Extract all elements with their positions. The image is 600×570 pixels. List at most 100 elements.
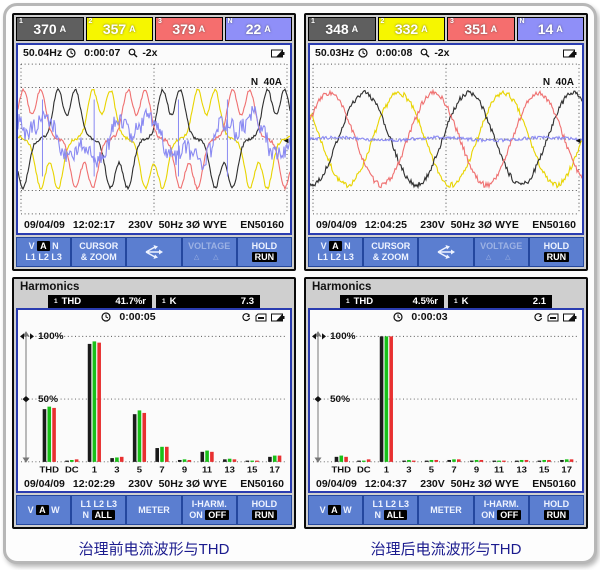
softkey-hold-run[interactable]: HOLD RUN xyxy=(529,238,584,266)
reading-unit: A xyxy=(351,24,359,34)
channel-id: 3 xyxy=(450,18,454,25)
current-readings: 1 348 A 2 332 A 3 351 A N 14 A xyxy=(308,17,584,41)
x-axis-label: 9 xyxy=(474,465,479,474)
elapsed-timer: 0:00:05 xyxy=(119,311,156,323)
softkey-meter[interactable]: METER xyxy=(127,496,181,524)
memory-card-icon xyxy=(255,313,267,321)
config-value: 230V 50Hz 3Ø WYE xyxy=(128,219,227,231)
softkey-meter[interactable]: METER xyxy=(419,496,473,524)
softkey-label: METER xyxy=(430,504,462,515)
time-value: 12:04:25 xyxy=(364,219,407,231)
x-axis-label: 15 xyxy=(247,465,258,474)
softkey-label: HOLD xyxy=(543,241,570,251)
config-value: 230V 50Hz 3Ø WYE xyxy=(128,477,227,490)
x-axis-label: 1 xyxy=(92,465,97,474)
softkey-phase-select[interactable]: L1 L2 L3 N ALL xyxy=(72,496,126,524)
bar-5-L1 xyxy=(424,460,429,462)
cursor-diamond xyxy=(314,396,322,403)
kfactor-label: K xyxy=(461,296,469,307)
softkey-iharm[interactable]: I-HARM. ON OFF xyxy=(474,496,528,524)
softkey-nav[interactable] xyxy=(127,238,181,266)
softkey-hold-run[interactable]: HOLD RUN xyxy=(237,496,292,524)
bar-5-L3 xyxy=(142,412,147,462)
bar-3-L3 xyxy=(411,460,416,462)
softkey-vaw[interactable]: V A W xyxy=(17,496,71,524)
softkey-label: V xyxy=(28,241,35,251)
softkey-hold-run[interactable]: HOLD RUN xyxy=(529,496,584,524)
bar-17-L3 xyxy=(277,455,282,462)
softkey-label: V xyxy=(320,241,327,251)
standard-value: EN50160 xyxy=(532,219,576,231)
softkey-iharm[interactable]: I-HARM. ON OFF xyxy=(182,496,236,524)
softkey-cursor-zoom[interactable]: CURSOR & ZOOM xyxy=(364,238,418,266)
softkey-vaw[interactable]: V A W xyxy=(309,496,363,524)
softkey-phase-select[interactable]: L1 L2 L3 N ALL xyxy=(364,496,418,524)
clock-icon xyxy=(358,48,368,58)
scroll-arrows-icon xyxy=(20,333,34,340)
caption-before: 治理前电流波形与THD xyxy=(78,541,230,558)
x-axis-label: 13 xyxy=(224,465,235,474)
scroll-arrows-icon xyxy=(312,333,326,340)
bar-17-L1 xyxy=(560,459,564,462)
bar-5-L1 xyxy=(132,414,137,462)
zoom-factor: -2x xyxy=(142,47,158,59)
softkey-label: N xyxy=(344,241,351,251)
softkey-active: A xyxy=(36,504,49,515)
x-axis-label: DC xyxy=(357,465,371,474)
bar-DC-L1 xyxy=(357,460,361,462)
x-axis-label: 1 xyxy=(384,465,389,474)
info-row: 0:00:03 xyxy=(310,310,582,324)
status-row: 09/04/09 12:04:37 230V 50Hz 3Ø WYE EN501… xyxy=(310,476,582,491)
y-axis-label: 100% xyxy=(330,331,356,341)
harmonics-chart-after: 100% 50% THD DC 1 3 5 7 9 11 13 15 17 xyxy=(310,324,582,476)
panel-waveform-after: 1 348 A 2 332 A 3 351 A N 14 A xyxy=(304,13,588,271)
bar-7-L2 xyxy=(160,446,164,462)
bar-THD-L1 xyxy=(42,409,47,462)
softkey-active: OFF xyxy=(497,510,522,520)
softkey-active: A xyxy=(329,241,342,251)
y-axis-label: 50% xyxy=(38,393,59,403)
softkey-voltage[interactable]: VOLTAGE △ △ xyxy=(182,238,236,266)
reading-unit: A xyxy=(421,24,428,34)
softkey-input-select[interactable]: V A N L1 L2 L3 xyxy=(309,238,363,266)
softkey-label: CURSOR xyxy=(371,241,411,251)
trace-L2 xyxy=(310,89,582,189)
softkey-input-select[interactable]: V A N L1 L2 L3 xyxy=(17,238,71,266)
x-axis-label: 3 xyxy=(406,465,411,474)
caption-after: 治理后电流波形与THD xyxy=(370,541,522,558)
bar-11-L3 xyxy=(210,451,214,462)
x-axis-label: THD xyxy=(40,465,60,474)
x-axis-label: DC xyxy=(65,465,79,474)
bar-15-L2 xyxy=(542,459,546,462)
softkey-label: & ZOOM xyxy=(80,252,117,262)
screen-title: Harmonics xyxy=(20,281,80,293)
bar-3-L2 xyxy=(407,459,411,462)
bar-15-L2 xyxy=(250,460,254,462)
channel-id: 1 xyxy=(19,18,23,25)
bar-15-L1 xyxy=(245,460,250,462)
lcd-screen: 50.04Hz 0:00:07 -2x N 40A ◄ 09/04/09 12:… xyxy=(16,43,292,235)
clock-icon xyxy=(66,48,76,58)
date-value: 09/04/09 xyxy=(316,477,357,490)
softkey-label: CURSOR xyxy=(79,241,119,251)
x-axis-label: 17 xyxy=(561,465,572,474)
softkey-label: L1 L2 L3 xyxy=(25,252,62,262)
bar-17-L2 xyxy=(564,459,569,462)
softkey-label: I-HARM. xyxy=(483,499,519,509)
bar-1-L1 xyxy=(87,343,92,462)
info-row: 0:00:05 xyxy=(18,310,290,324)
bar-13-L3 xyxy=(232,459,237,462)
reading-value: 332 xyxy=(394,21,419,37)
softkey-cursor-zoom[interactable]: CURSOR & ZOOM xyxy=(72,238,126,266)
softkey-voltage[interactable]: VOLTAGE △ △ xyxy=(474,238,528,266)
softkey-nav[interactable] xyxy=(419,238,473,266)
softkey-bar: V A N L1 L2 L3 CURSOR & ZOOM VOLTAGE △ △… xyxy=(16,237,292,267)
softkey-label: L1 L2 L3 xyxy=(80,499,118,509)
bar-THD-L2 xyxy=(47,406,52,462)
bar-7-L3 xyxy=(457,459,461,462)
bar-THD-L3 xyxy=(52,407,56,462)
softkey-active: A xyxy=(37,241,50,251)
softkey-hold-run[interactable]: HOLD RUN xyxy=(237,238,292,266)
reading-l1: 1 348 A xyxy=(308,17,376,41)
config-value: 230V 50Hz 3Ø WYE xyxy=(420,477,519,490)
